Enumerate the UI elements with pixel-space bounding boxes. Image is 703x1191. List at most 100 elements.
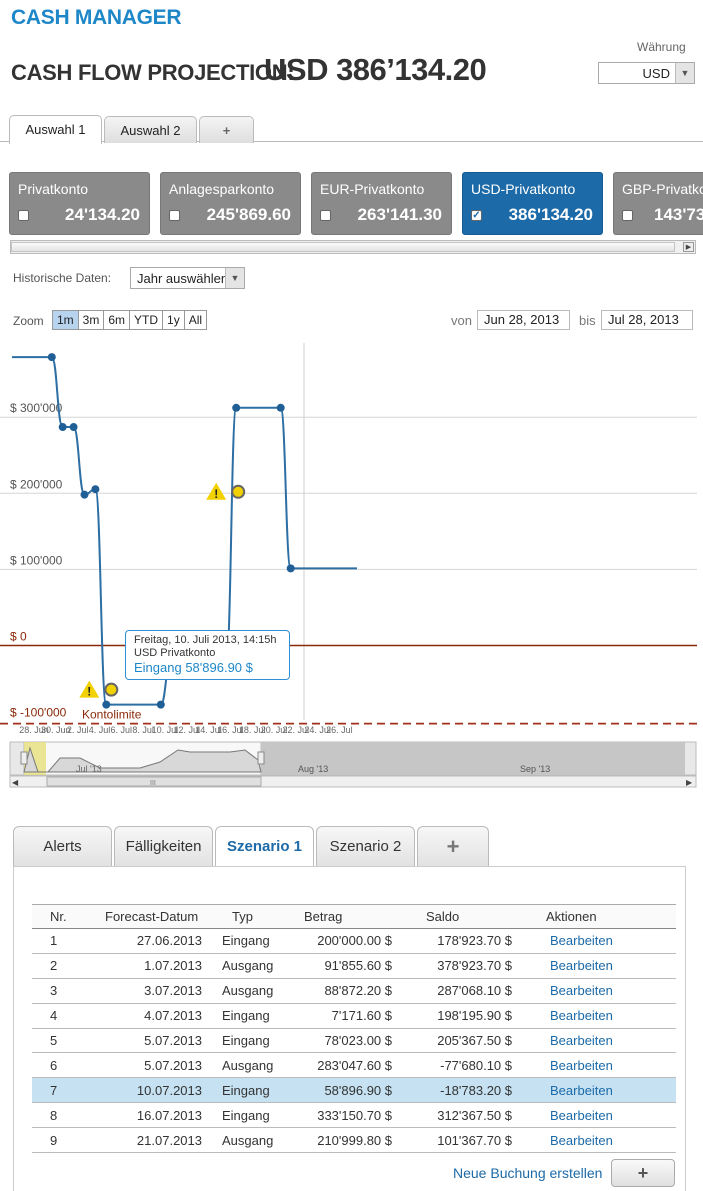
account-checkbox[interactable] <box>622 210 633 221</box>
zoom-label: Zoom <box>13 314 44 328</box>
account-checkbox[interactable] <box>320 210 331 221</box>
data-point[interactable] <box>47 353 56 362</box>
account-checkbox-checked[interactable]: ✓ <box>471 210 482 221</box>
scrollbar-thumb[interactable] <box>11 242 675 252</box>
navigator-label-jul: Jul '13 <box>76 764 102 774</box>
navigator-scrollbar[interactable] <box>9 775 697 788</box>
tab-alerts[interactable]: Alerts <box>13 826 112 866</box>
row-nr: 5 <box>32 1028 72 1054</box>
from-label: von <box>451 313 472 328</box>
table-row: 4 4.07.2013 Eingang 7'171.60 $198'195.90 $ B… <box>32 1003 676 1029</box>
data-point[interactable] <box>58 423 67 432</box>
row-typ: Ausgang <box>212 1052 292 1079</box>
edit-link[interactable]: Bearbeiten <box>516 1052 676 1079</box>
tooltip-title: Freitag, 10. Juli 2013, 14:15h <box>134 634 277 646</box>
zoom-1y-button[interactable]: 1y <box>163 311 185 329</box>
zoom-ytd-button[interactable]: YTD <box>130 311 164 329</box>
edit-link[interactable]: Bearbeiten <box>516 978 676 1004</box>
data-point[interactable] <box>91 485 100 494</box>
warning-point[interactable] <box>104 682 119 697</box>
edit-link[interactable]: Bearbeiten <box>516 1127 676 1154</box>
row-date: 1.07.2013 <box>72 953 212 979</box>
edit-link[interactable]: Bearbeiten <box>516 928 676 954</box>
chart-grid <box>0 416 697 570</box>
edit-link[interactable]: Bearbeiten <box>516 1003 676 1029</box>
new-booking-link[interactable]: Neue Buchung erstellen <box>453 1165 603 1181</box>
navigator-outside-range <box>261 742 685 775</box>
edit-link[interactable]: Bearbeiten <box>516 953 676 979</box>
warning-point[interactable] <box>231 484 246 499</box>
tab-szenario-2[interactable]: Szenario 2 <box>316 826 415 866</box>
edit-link[interactable]: Bearbeiten <box>516 1102 676 1129</box>
tab-faelligkeiten[interactable]: Fälligkeiten <box>114 826 213 866</box>
edit-link[interactable]: Bearbeiten <box>516 1028 676 1054</box>
from-date-input[interactable]: Jun 28, 2013 <box>477 310 570 330</box>
add-scenario-tab[interactable]: + <box>417 826 489 866</box>
tab-auswahl-2[interactable]: Auswahl 2 <box>104 116 197 143</box>
row-saldo: 205'367.50 $ <box>396 1028 516 1054</box>
history-label: Historische Daten: <box>13 271 112 285</box>
year-select[interactable]: Jahr auswählen ▼ <box>130 267 245 289</box>
scroll-right-arrow-icon[interactable]: ▶ <box>683 242 694 252</box>
data-point[interactable] <box>276 403 285 412</box>
data-point[interactable] <box>80 490 89 499</box>
row-saldo: 198'195.90 $ <box>396 1003 516 1029</box>
cash-flow-chart[interactable]: $ 300'000 $ 200'000 $ 100'000 $ 0 $ -100'000… <box>0 340 703 790</box>
row-typ: Eingang <box>212 1077 292 1104</box>
x-tick-label: 22. Jul <box>283 725 310 735</box>
new-booking-button[interactable]: + <box>611 1159 675 1187</box>
x-tick-label: 16. Jul <box>217 725 244 735</box>
zoom-all-button[interactable]: All <box>188 313 203 327</box>
row-nr: 8 <box>32 1102 72 1129</box>
navigator-label-sep: Sep '13 <box>520 764 550 774</box>
x-tick-label: 10. Jul <box>152 725 179 735</box>
row-nr: 3 <box>32 978 72 1004</box>
tab-auswahl-1[interactable]: Auswahl 1 <box>9 115 102 144</box>
account-amount: 143'73 <box>654 205 703 224</box>
x-tick-label: 30. Jun <box>41 725 71 735</box>
edit-link[interactable]: Bearbeiten <box>516 1077 676 1104</box>
row-nr: 4 <box>32 1003 72 1029</box>
warning-icon <box>206 482 227 500</box>
account-card-gbp-privatkonto[interactable]: GBP-Privatkonto 143'73 <box>613 172 703 235</box>
accounts-scrollbar[interactable]: ▶ <box>10 240 696 254</box>
tab-szenario-1[interactable]: Szenario 1 <box>215 826 314 868</box>
zoom-6m-button[interactable]: 6m <box>104 311 131 329</box>
account-card-eur-privatkonto[interactable]: EUR-Privatkonto 263'141.30 <box>311 172 452 235</box>
to-date-input[interactable]: Jul 28, 2013 <box>601 310 693 330</box>
y-axis-labels: $ 300'000 $ 200'000 $ 100'000 $ 0 $ -100'000 <box>10 401 67 719</box>
year-select-value: Jahr auswählen <box>137 271 229 286</box>
chart-tooltip: Freitag, 10. Juli 2013, 14:15h USD Priva… <box>125 630 290 680</box>
currency-select[interactable]: USD ▼ <box>598 62 695 84</box>
account-card-anlagesparkonto[interactable]: Anlagesparkonto 245'869.60 <box>160 172 301 235</box>
scroll-left-arrow-icon[interactable]: ◀ <box>12 778 19 787</box>
scroll-right-arrow-icon[interactable]: ▶ <box>686 778 693 787</box>
table-row: 8 16.07.2013 Eingang 333'150.70 $312'367.50… <box>32 1102 676 1129</box>
currency-label: Währung <box>637 40 686 54</box>
data-point[interactable] <box>102 700 111 709</box>
row-saldo: 101'367.70 $ <box>396 1127 516 1154</box>
account-name: USD-Privatkonto <box>471 181 576 197</box>
account-checkbox[interactable] <box>18 210 29 221</box>
data-point[interactable] <box>232 403 241 412</box>
data-point[interactable] <box>69 423 78 432</box>
data-point[interactable] <box>156 700 165 709</box>
table-row: 6 5.07.2013 Ausgang 283'047.60 $ -77'680.10 … <box>32 1052 676 1079</box>
zoom-buttons: 1m 3m 6m YTD 1y All <box>52 310 208 330</box>
account-card-privatkonto[interactable]: Privatkonto 24'134.20 <box>9 172 150 235</box>
account-checkbox[interactable] <box>169 210 180 221</box>
navigator-left-handle[interactable] <box>20 751 28 765</box>
navigator-right-handle[interactable] <box>257 751 265 765</box>
x-tick-label: 26. Jul <box>326 725 353 735</box>
account-amount: 24'134.20 <box>65 205 140 224</box>
chevron-down-icon: ▼ <box>225 268 244 288</box>
zoom-3m-button[interactable]: 3m <box>79 311 105 329</box>
account-name: Privatkonto <box>18 181 89 197</box>
y-tick-label: $ 200'000 <box>10 477 63 491</box>
data-point[interactable] <box>286 564 295 573</box>
table-row: 1 27.06.2013 Eingang 200'000.00 $178'923.70… <box>32 928 676 954</box>
zoom-1m-button[interactable]: 1m <box>53 311 79 329</box>
add-selection-tab[interactable]: + <box>199 116 254 143</box>
navigator-scrollbar-thumb[interactable] <box>46 776 262 787</box>
account-card-usd-privatkonto[interactable]: USD-Privatkonto ✓ 386'134.20 <box>462 172 603 235</box>
